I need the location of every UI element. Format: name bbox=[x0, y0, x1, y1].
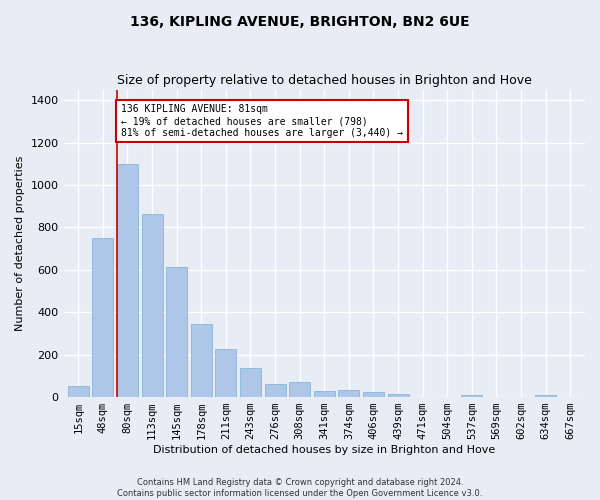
Bar bbox=[117, 164, 138, 397]
Text: Contains HM Land Registry data © Crown copyright and database right 2024.
Contai: Contains HM Land Registry data © Crown c… bbox=[118, 478, 482, 498]
Bar bbox=[68, 386, 89, 397]
Bar bbox=[338, 390, 359, 397]
Y-axis label: Number of detached properties: Number of detached properties bbox=[15, 156, 25, 331]
Bar bbox=[215, 350, 236, 397]
Bar bbox=[363, 392, 384, 397]
Bar bbox=[314, 390, 335, 397]
Bar bbox=[289, 382, 310, 397]
Text: 136 KIPLING AVENUE: 81sqm
← 19% of detached houses are smaller (798)
81% of semi: 136 KIPLING AVENUE: 81sqm ← 19% of detac… bbox=[121, 104, 403, 138]
Bar bbox=[388, 394, 409, 397]
Bar bbox=[166, 266, 187, 397]
Bar bbox=[142, 214, 163, 397]
Bar bbox=[240, 368, 261, 397]
Bar bbox=[191, 324, 212, 397]
Title: Size of property relative to detached houses in Brighton and Hove: Size of property relative to detached ho… bbox=[117, 74, 532, 87]
X-axis label: Distribution of detached houses by size in Brighton and Hove: Distribution of detached houses by size … bbox=[153, 445, 496, 455]
Text: 136, KIPLING AVENUE, BRIGHTON, BN2 6UE: 136, KIPLING AVENUE, BRIGHTON, BN2 6UE bbox=[130, 15, 470, 29]
Bar bbox=[265, 384, 286, 397]
Bar bbox=[535, 394, 556, 397]
Bar bbox=[92, 238, 113, 397]
Bar bbox=[461, 394, 482, 397]
